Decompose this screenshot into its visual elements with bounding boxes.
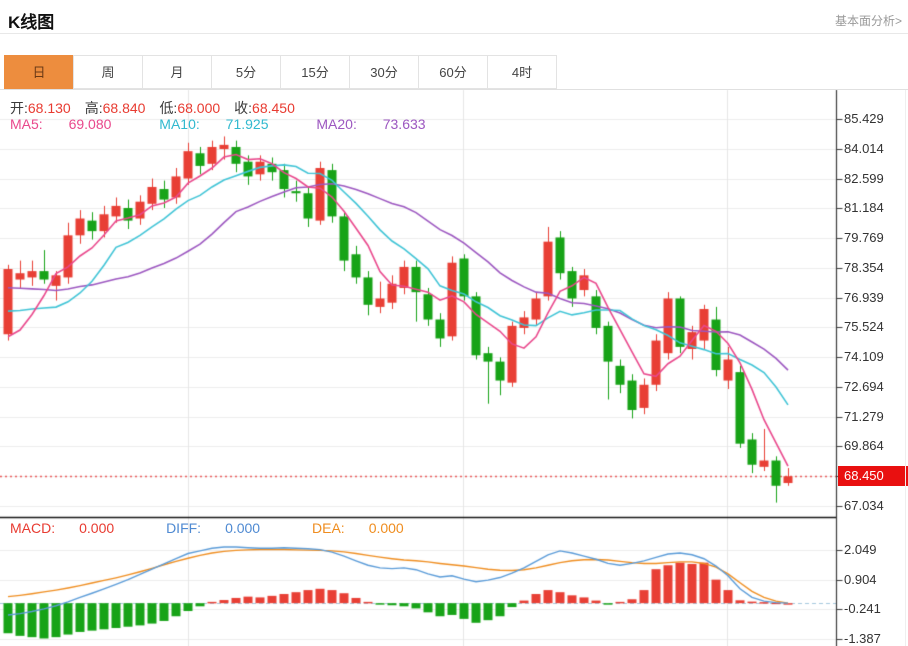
tab-interval-4[interactable]: 15分 (280, 55, 350, 89)
price-tick-label: 71.279 (844, 408, 884, 424)
price-tick-label: 69.864 (844, 438, 884, 454)
price-tick-label: 81.184 (844, 200, 884, 216)
macd-tick-label: 2.049 (844, 541, 877, 557)
header-divider (0, 33, 908, 34)
ma10-value: MA10: 71.925 (159, 116, 269, 132)
interval-tabbar: 日周月 5分 15分 30分 60分 4时 (4, 55, 557, 89)
close-label: 收: (234, 100, 253, 116)
macd-tick-label: 0.904 (844, 571, 877, 587)
current-price-flag: 68.450 (838, 466, 908, 487)
macd-value: MACD: 0.000 (10, 520, 115, 536)
price-tick-label: 78.354 (844, 259, 884, 275)
ma20-value: MA20: 73.633 (316, 116, 426, 132)
panel-right-border (905, 90, 906, 646)
page-title: K线图 (8, 13, 55, 32)
price-tick-label: 72.694 (844, 378, 884, 394)
low-label: 低: (159, 100, 178, 116)
ma5-value: MA5: 69.080 (10, 116, 112, 132)
ohlc-readout: 开:68.130 高:68.840 低:68.000 收:68.450 (10, 98, 309, 118)
macd-readout: MACD: 0.000 DIFF: 0.000 DEA: 0.000 (10, 520, 452, 536)
fundamental-analysis-link[interactable]: 基本面分析> (834, 14, 902, 28)
price-tick-label: 75.524 (844, 319, 884, 335)
low-value: 68.000 (177, 100, 221, 116)
price-tick-label: 85.429 (844, 111, 884, 126)
price-tick-label: 67.034 (844, 498, 884, 513)
close-value: 68.450 (252, 100, 295, 116)
open-label: 开: (10, 100, 28, 116)
macd-tick-label: -1.387 (844, 631, 881, 646)
dea-value: DEA: 0.000 (312, 520, 404, 536)
open-value: 68.130 (27, 100, 71, 116)
tab-interval-6[interactable]: 60分 (418, 55, 488, 89)
high-label: 高: (84, 100, 103, 116)
tab-interval-3[interactable]: 5分 (211, 55, 281, 89)
price-tick-label: 74.109 (844, 349, 884, 365)
price-tick-label: 79.769 (844, 230, 884, 246)
price-tick-label: 82.599 (844, 170, 884, 186)
tab-interval-1[interactable]: 周 (73, 55, 143, 89)
tab-interval-0[interactable]: 日 (4, 55, 74, 89)
tab-interval-7[interactable]: 4时 (487, 55, 557, 89)
tab-interval-2[interactable]: 月 (142, 55, 212, 89)
high-value: 68.840 (102, 100, 146, 116)
price-tick-label: 76.939 (844, 289, 884, 305)
tabbar-underline (0, 89, 908, 90)
diff-value: DIFF: 0.000 (166, 520, 261, 536)
ma-readout: MA5: 69.080 MA10: 71.925 MA20: 73.633 (10, 116, 470, 132)
macd-tick-label: -0.241 (844, 601, 881, 617)
tab-interval-5[interactable]: 30分 (349, 55, 419, 89)
price-tick-label: 84.014 (844, 140, 884, 156)
